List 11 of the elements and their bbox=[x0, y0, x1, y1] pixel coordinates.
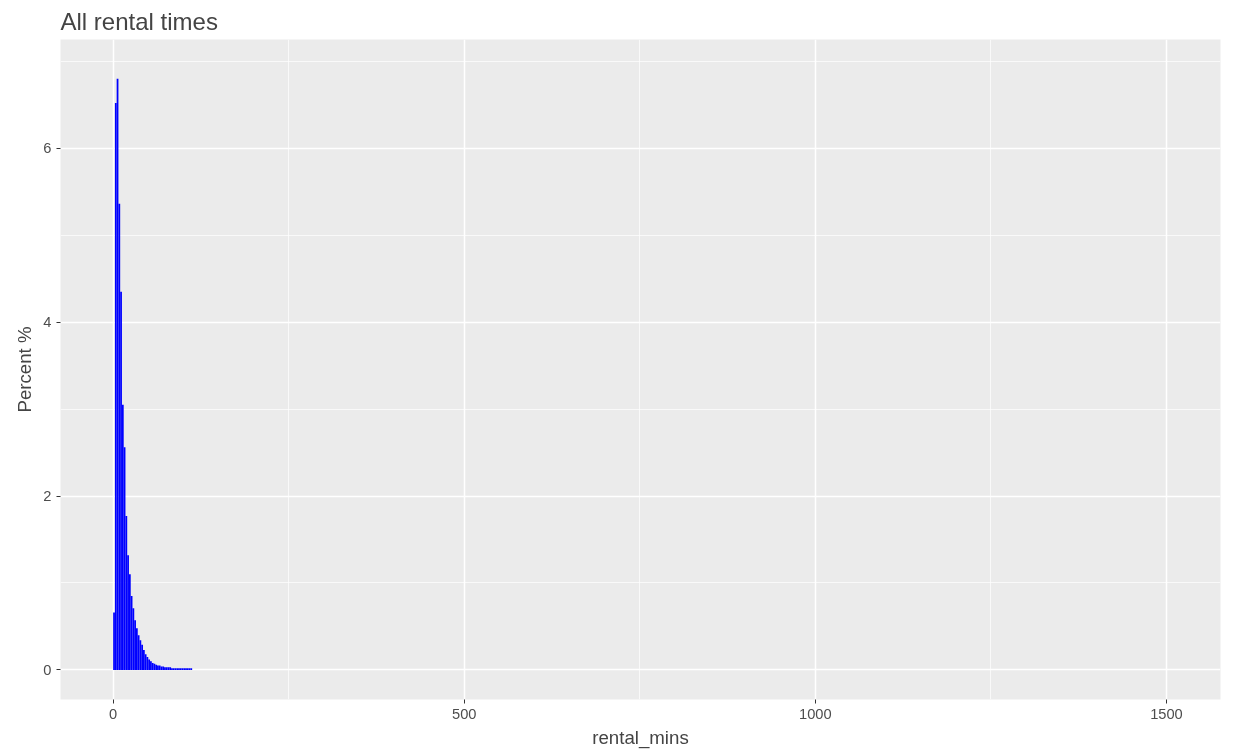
y-tick-label: 2 bbox=[43, 488, 52, 505]
x-tick-label: 0 bbox=[109, 705, 118, 722]
x-tick-label: 1500 bbox=[1150, 705, 1183, 722]
chart-title: All rental times bbox=[60, 7, 218, 35]
x-axis-title: rental_mins bbox=[592, 726, 689, 749]
y-tick-label: 4 bbox=[43, 314, 52, 331]
y-tick-label: 6 bbox=[43, 140, 52, 157]
y-tick-label: 0 bbox=[43, 661, 52, 678]
y-axis-title: Percent % bbox=[14, 326, 36, 413]
x-tick-label: 1000 bbox=[799, 705, 832, 722]
x-tick-label: 500 bbox=[452, 705, 477, 722]
